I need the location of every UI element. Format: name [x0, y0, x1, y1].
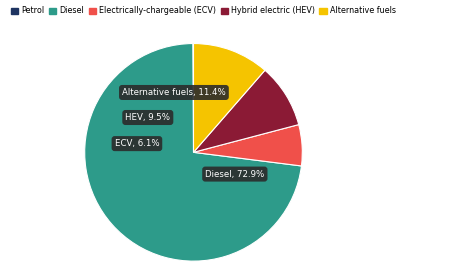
Text: HEV, 9.5%: HEV, 9.5% [125, 113, 170, 122]
Wedge shape [85, 44, 302, 261]
Text: Diesel, 72.9%: Diesel, 72.9% [205, 169, 265, 179]
Wedge shape [194, 70, 299, 152]
Text: Alternative fuels, 11.4%: Alternative fuels, 11.4% [122, 88, 226, 97]
Wedge shape [193, 44, 194, 152]
Text: ECV, 6.1%: ECV, 6.1% [115, 139, 159, 148]
Wedge shape [194, 44, 265, 152]
Wedge shape [194, 125, 302, 166]
Legend: Petrol, Diesel, Electrically-chargeable (ECV), Hybrid electric (HEV), Alternativ: Petrol, Diesel, Electrically-chargeable … [9, 4, 398, 18]
